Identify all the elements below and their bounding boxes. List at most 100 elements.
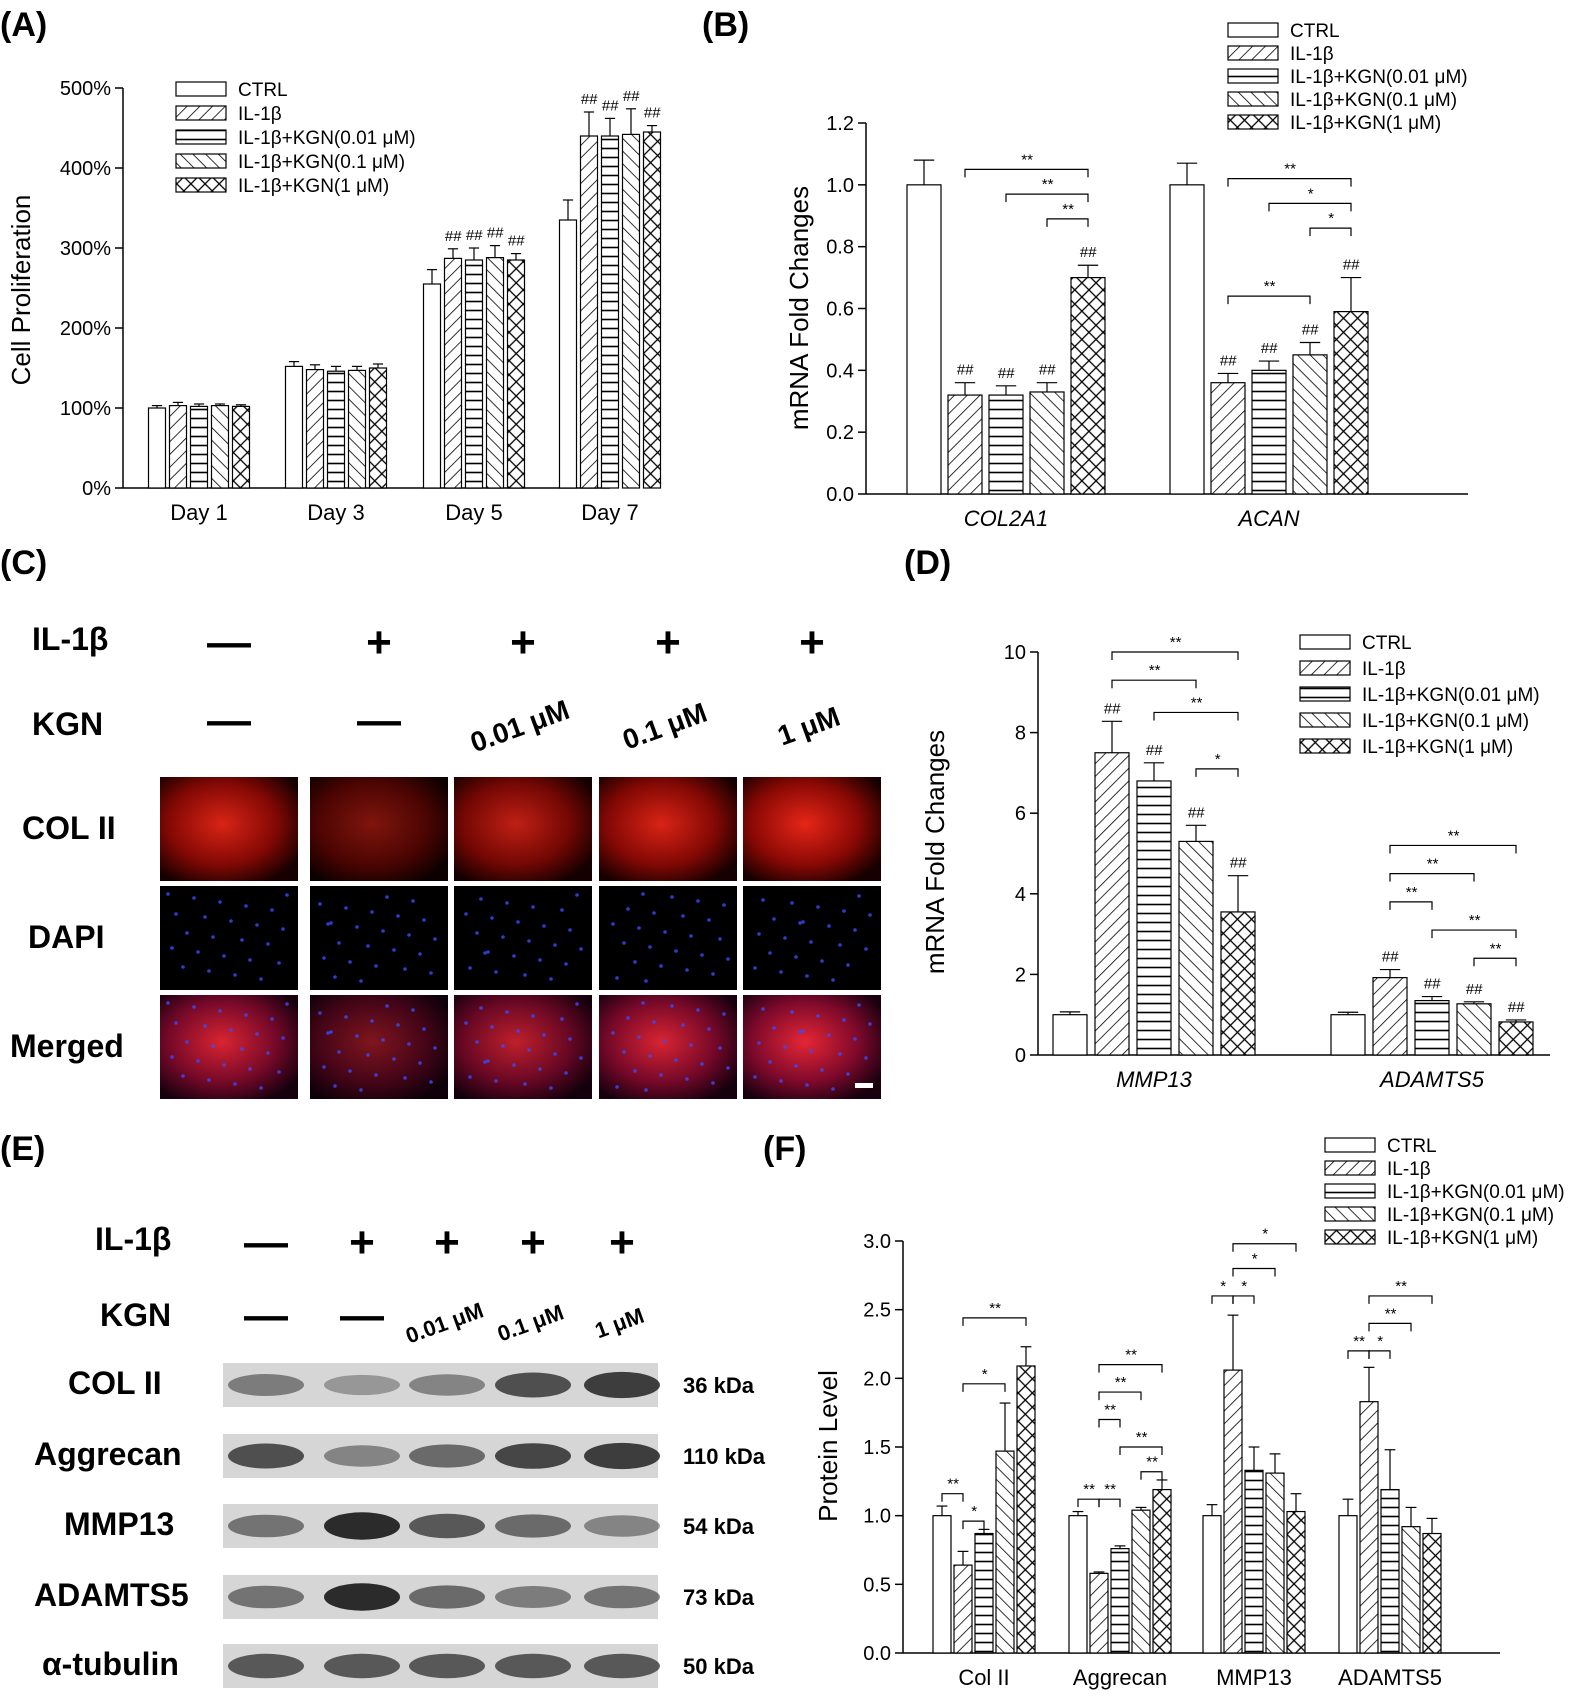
- bar: [443, 257, 463, 489]
- nucleus-dot: [711, 972, 715, 976]
- category-label: Day 3: [307, 500, 364, 525]
- panel-label-b: (B): [702, 6, 749, 44]
- nucleus-dot: [244, 904, 248, 908]
- y-tick-label: 0.6: [826, 299, 854, 321]
- nucleus-dot: [753, 1075, 757, 1079]
- y-tick-label: 6: [1015, 803, 1026, 825]
- kgn-label: KGN: [100, 1297, 171, 1333]
- bar: [600, 135, 620, 489]
- nucleus-dot: [553, 1052, 557, 1056]
- category-label: ADAMTS5: [1378, 1067, 1485, 1092]
- nucleus-dot: [648, 1054, 652, 1058]
- bar: [558, 219, 578, 489]
- significance-star: **: [1190, 694, 1203, 711]
- nucleus-dot: [374, 1073, 378, 1077]
- nucleus-dot: [270, 908, 274, 912]
- nucleus-dot: [700, 953, 704, 957]
- nucleus-dot: [166, 892, 170, 896]
- nucleus-dot: [696, 1008, 700, 1012]
- nucleus-dot: [366, 1053, 370, 1057]
- nucleus-dot: [374, 964, 378, 968]
- nucleus-dot: [820, 1068, 824, 1072]
- bar: [995, 1450, 1015, 1654]
- significance-bracket: [1227, 295, 1311, 305]
- nucleus-dot: [633, 960, 637, 964]
- nucleus-dot: [318, 1011, 322, 1015]
- nucleus-dot: [170, 946, 174, 950]
- nucleus-dot: [359, 1088, 363, 1092]
- panel-label-d: (D): [904, 544, 951, 582]
- nucleus-dot: [285, 893, 289, 897]
- y-axis-label: Protein Level: [813, 1370, 843, 1522]
- legend-swatch: [1227, 45, 1279, 61]
- significance-star: **: [1021, 151, 1034, 168]
- il1b-sign: +: [609, 1218, 635, 1267]
- nucleus-dot: [248, 958, 252, 962]
- micrograph-tile: [160, 777, 298, 881]
- scale-bar: [855, 1083, 873, 1088]
- blot-band: [228, 1653, 304, 1679]
- nucleus-dot: [422, 918, 426, 922]
- nucleus-dot: [185, 931, 189, 935]
- micrograph-tile: [454, 777, 592, 881]
- significance-star: *: [1214, 751, 1221, 768]
- nucleus-dot: [281, 927, 285, 931]
- kgn-label: KGN: [32, 706, 103, 742]
- nucleus-dot: [483, 951, 487, 955]
- nucleus-dot: [270, 1017, 274, 1021]
- bar: [906, 184, 942, 495]
- nucleus-dot: [523, 1082, 527, 1086]
- micrograph-tile: [454, 995, 592, 1099]
- nucleus-dot: [722, 903, 726, 907]
- nucleus-dot: [611, 1031, 615, 1035]
- nucleus-dot: [255, 923, 259, 927]
- nucleus-dot: [637, 926, 641, 930]
- y-tick-label: 0.5: [863, 1574, 891, 1596]
- legend-swatch: [175, 153, 227, 169]
- nucleus-dot: [805, 1083, 809, 1087]
- nucleus-dot: [864, 1056, 868, 1060]
- nucleus-dot: [707, 918, 711, 922]
- micrograph-tile: [310, 995, 448, 1099]
- significance-bracket: [941, 1493, 964, 1502]
- nucleus-dot: [501, 1044, 505, 1048]
- nucleus-dot: [277, 961, 281, 965]
- nucleus-dot: [663, 1039, 667, 1043]
- category-label: Day 1: [170, 500, 227, 525]
- nucleus-dot: [857, 894, 861, 898]
- bar: [1070, 276, 1106, 495]
- bar: [326, 370, 346, 489]
- nucleus-dot: [240, 938, 244, 942]
- nucleus-dot: [381, 1038, 385, 1042]
- nucleus-dot: [429, 971, 433, 975]
- blot-band: [495, 1586, 571, 1608]
- bar: [1265, 1472, 1285, 1654]
- bar: [1456, 1003, 1492, 1056]
- bar: [1220, 911, 1256, 1056]
- nucleus-dot: [626, 1016, 630, 1020]
- kgn-dose: 0.1 μM: [618, 697, 711, 756]
- blot-band: [495, 1443, 571, 1469]
- significance-bracket: [962, 1317, 1027, 1326]
- nucleus-dot: [538, 958, 542, 962]
- blot-membrane: [223, 1504, 658, 1548]
- nucleus-dot: [564, 962, 568, 966]
- significance-hash: ##: [1508, 999, 1525, 1016]
- nucleus-dot: [611, 922, 615, 926]
- category-label: MMP13: [1216, 1665, 1292, 1690]
- nucleus-dot: [392, 1057, 396, 1061]
- y-tick-label: 4: [1015, 884, 1026, 906]
- nucleus-dot: [560, 1017, 564, 1021]
- y-axis-label: mRNA Fold Changes: [920, 730, 950, 974]
- blot-label: MMP13: [64, 1506, 174, 1542]
- nucleus-dot: [344, 906, 348, 910]
- significance-bracket: [1389, 844, 1517, 854]
- nucleus-dot: [337, 941, 341, 945]
- nucleus-dot: [516, 1029, 520, 1033]
- y-tick-label: 100%: [60, 398, 111, 420]
- blot-label: COL II: [68, 1365, 162, 1401]
- legend-swatch: [175, 105, 227, 121]
- bar: [1292, 354, 1328, 495]
